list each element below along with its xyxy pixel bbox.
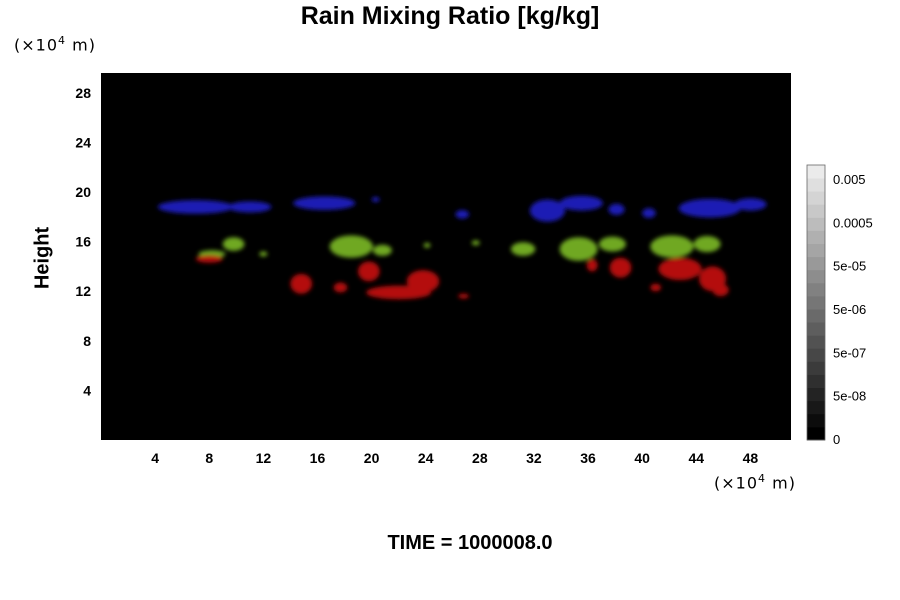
colorbar-label: 0 xyxy=(833,432,840,447)
colorbar-swatch xyxy=(807,269,825,284)
data-blob xyxy=(372,244,392,256)
colorbar: 0.005 0.0005 5e-05 5e-06 5e-07 5e-08 0 xyxy=(806,164,873,447)
data-blob xyxy=(650,235,694,258)
data-regions xyxy=(157,195,767,300)
colorbar-swatch xyxy=(807,426,825,441)
data-blob xyxy=(642,208,656,219)
data-blob xyxy=(559,237,598,261)
data-blob xyxy=(712,283,729,297)
colorbar-swatch xyxy=(807,374,825,389)
data-blob xyxy=(195,255,223,263)
colorbar-frame xyxy=(806,164,826,441)
colorbar-label: 5e-06 xyxy=(833,302,866,317)
colorbar-swatch xyxy=(807,217,825,231)
data-blob xyxy=(510,242,536,256)
colorbar-swatch xyxy=(807,335,825,349)
data-blob xyxy=(559,195,603,211)
data-blob xyxy=(455,210,469,219)
data-blob xyxy=(222,237,245,251)
data-blob xyxy=(333,282,348,293)
time-label: TIME = 1000008.0 xyxy=(387,532,553,554)
x-tick-label: 16 xyxy=(310,450,326,466)
data-blob xyxy=(228,201,272,213)
colorbar-swatch xyxy=(807,361,825,375)
colorbar-swatch xyxy=(807,322,825,336)
data-blob xyxy=(650,283,662,292)
data-blob xyxy=(371,196,380,202)
colorbar-swatch xyxy=(807,387,825,402)
x-tick-label: 4 xyxy=(151,450,159,466)
data-blob xyxy=(406,270,440,293)
data-blob xyxy=(329,235,373,258)
colorbar-label: 5e-07 xyxy=(833,345,866,360)
x-tick-label: 8 xyxy=(205,450,213,466)
data-blob xyxy=(598,236,626,252)
x-tick-label: 28 xyxy=(472,450,488,466)
y-tick-label: 4 xyxy=(83,382,91,398)
data-blob xyxy=(693,236,721,253)
y-tick-label: 24 xyxy=(75,134,91,150)
data-blob xyxy=(358,261,380,282)
x-tick-label: 48 xyxy=(743,450,759,466)
colorbar-swatch xyxy=(807,400,825,415)
x-tick-label: 32 xyxy=(526,450,542,466)
colorbar-label: 5e-05 xyxy=(833,259,866,274)
colorbar-swatch xyxy=(807,348,825,362)
y-tick-label: 20 xyxy=(75,184,91,200)
data-blob xyxy=(259,251,268,257)
colorbar-swatch xyxy=(807,243,825,258)
colorbar-swatch xyxy=(807,204,825,218)
y-tick-labels: 4 8 12 16 20 24 28 xyxy=(75,85,91,399)
y-axis-unit: (×104 m) xyxy=(14,34,96,55)
x-tick-label: 36 xyxy=(580,450,596,466)
data-blob xyxy=(529,199,566,222)
colorbar-swatch xyxy=(807,282,825,297)
x-tick-labels: 4 8 12 16 20 24 28 32 36 40 44 48 xyxy=(151,450,758,466)
y-tick-label: 16 xyxy=(75,234,91,250)
data-blob xyxy=(734,198,767,211)
colorbar-swatch xyxy=(807,256,825,271)
data-blob xyxy=(293,196,356,211)
data-blob xyxy=(608,203,625,215)
colorbar-swatch xyxy=(807,413,825,428)
data-blob xyxy=(658,257,702,281)
data-blob xyxy=(290,273,313,294)
x-tick-label: 44 xyxy=(689,450,705,466)
y-tick-label: 12 xyxy=(75,283,91,299)
chart-title: Rain Mixing Ratio [kg/kg] xyxy=(300,2,600,30)
colorbar-swatch xyxy=(807,191,825,205)
x-tick-label: 24 xyxy=(418,450,434,466)
data-blob xyxy=(678,198,741,218)
data-blob xyxy=(157,200,234,214)
colorbar-label: 5e-08 xyxy=(833,389,866,404)
x-tick-label: 40 xyxy=(634,450,650,466)
colorbar-swatch xyxy=(807,309,825,323)
y-tick-label: 8 xyxy=(83,333,91,349)
x-axis-unit: (×104 m) xyxy=(714,472,796,493)
colorbar-swatch xyxy=(807,178,825,192)
data-blob xyxy=(423,242,431,248)
colorbar-swatch xyxy=(807,230,825,244)
data-blob xyxy=(586,258,598,272)
data-blob xyxy=(609,257,632,278)
x-tick-label: 20 xyxy=(364,450,380,466)
colorbar-swatch xyxy=(807,295,825,310)
data-blob xyxy=(458,293,469,299)
colorbar-label: 0.005 xyxy=(833,172,866,187)
x-tick-label: 12 xyxy=(256,450,272,466)
colorbar-label: 0.0005 xyxy=(833,215,873,230)
colorbar-swatch xyxy=(807,165,825,179)
data-blob xyxy=(471,240,480,246)
y-tick-label: 28 xyxy=(75,85,91,101)
